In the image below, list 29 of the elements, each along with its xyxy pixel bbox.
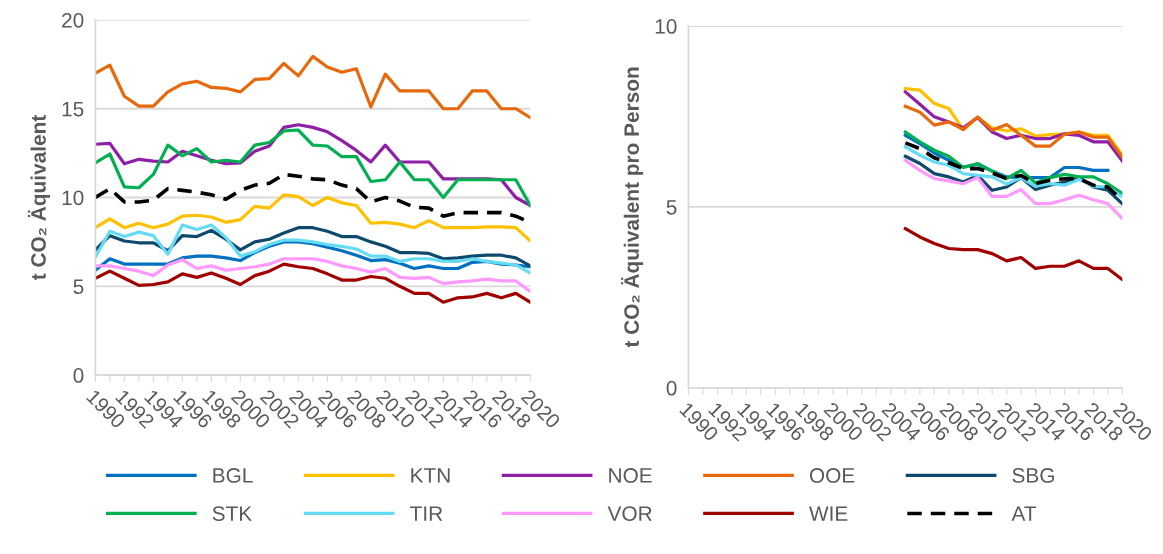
- y-tick-label: 20: [62, 12, 84, 28]
- legend-label: NOE: [609, 468, 652, 483]
- legend-label: SBG: [1012, 468, 1054, 483]
- legend-label: AT: [1011, 506, 1037, 521]
- y-tick-label: 10: [655, 19, 677, 34]
- y-tick-label: 0: [73, 368, 84, 383]
- line-series: [95, 193, 531, 243]
- legend-label: KTN: [411, 468, 450, 483]
- line-series: [903, 227, 1123, 282]
- y-tick-label: 5: [666, 200, 677, 215]
- line-series: [95, 223, 531, 275]
- legend-label: WIE: [809, 506, 848, 521]
- line-series: [95, 257, 531, 294]
- line-series: [95, 262, 531, 304]
- legend-label: BGL: [213, 468, 253, 483]
- y-axis-title: t CO₂ Äquivalent: [27, 114, 50, 280]
- y-axis-title: t CO₂ Äquivalent pro Person: [620, 67, 644, 348]
- y-tick-label: 0: [666, 380, 677, 396]
- line-series: [95, 226, 531, 268]
- line-series: [903, 104, 1123, 159]
- line-series: [95, 54, 531, 120]
- line-series: [903, 158, 1123, 221]
- legend-label: OOE: [809, 468, 855, 483]
- legend-label: STK: [212, 506, 252, 521]
- y-tick-label: 5: [73, 279, 84, 295]
- legend-label: VOR: [607, 506, 652, 521]
- legend-label: TIR: [410, 506, 443, 521]
- y-tick-label: 10: [62, 190, 84, 206]
- y-tick-label: 15: [62, 101, 84, 117]
